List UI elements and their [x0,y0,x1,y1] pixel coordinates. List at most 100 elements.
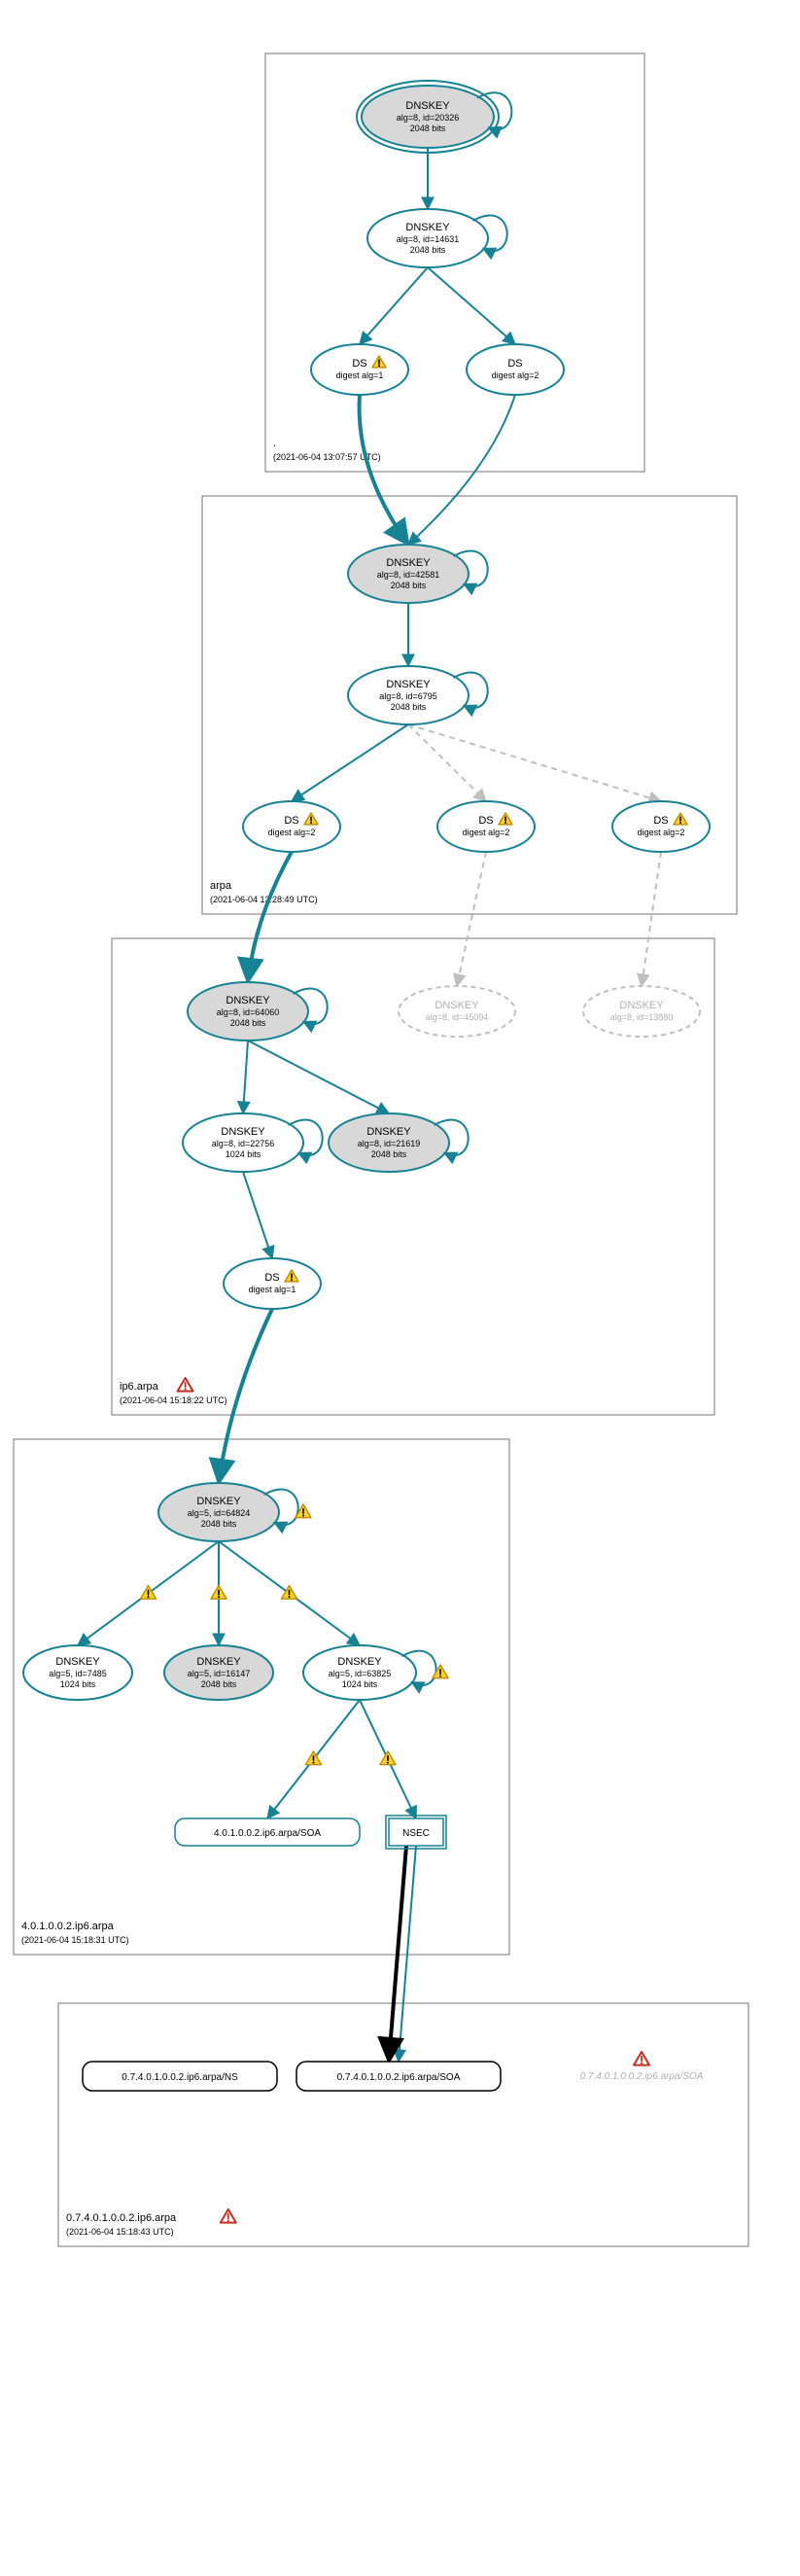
node-n9: DSdigest alg=2 [612,801,710,852]
svg-text:alg=8, id=13880: alg=8, id=13880 [610,1012,674,1022]
svg-text:2048 bits: 2048 bits [201,1679,237,1689]
rrbox-rr3: 0.7.4.0.1.0.0.2.ip6.arpa/NS [83,2062,277,2091]
svg-text:(2021-06-04 15:18:43 UTC): (2021-06-04 15:18:43 UTC) [66,2227,174,2237]
svg-text:DS: DS [264,1272,279,1284]
edge-n3-n5 [360,395,408,545]
node-n19: DNSKEYalg=5, id=638251024 bits [303,1645,448,1700]
svg-text:digest alg=2: digest alg=2 [463,828,510,837]
svg-text:2048 bits: 2048 bits [391,702,427,712]
svg-text:alg=8, id=22756: alg=8, id=22756 [212,1139,275,1148]
svg-text:DNSKEY: DNSKEY [221,1126,265,1138]
svg-text:alg=8, id=6795: alg=8, id=6795 [379,691,437,701]
edges-layer [78,148,661,2062]
edge-n6-n7 [292,724,408,801]
edge-n13-n15 [243,1172,272,1258]
node-n10: DNSKEYalg=8, id=640602048 bits [188,982,328,1041]
rrbox-rr4: 0.7.4.0.1.0.0.2.ip6.arpa/SOA [296,2062,501,2091]
svg-text:alg=8, id=21619: alg=8, id=21619 [358,1139,421,1148]
edge-n6-n8 [408,724,486,801]
edge-rr2-rr4 [389,1846,406,2062]
svg-text:1024 bits: 1024 bits [226,1149,261,1159]
node-n1: DNSKEYalg=8, id=203262048 bits [357,81,511,153]
node-n14: DNSKEYalg=8, id=216192048 bits [329,1113,469,1172]
svg-text:alg=5, id=16147: alg=5, id=16147 [188,1669,251,1678]
svg-text:alg=5, id=64824: alg=5, id=64824 [188,1508,251,1518]
svg-text:digest alg=2: digest alg=2 [492,371,539,380]
node-n12: DNSKEYalg=8, id=13880 [583,986,700,1037]
edge-n8-n11 [457,852,486,986]
svg-text:DNSKEY: DNSKEY [337,1656,382,1668]
node-n15: DSdigest alg=1 [224,1258,321,1309]
svg-text:DNSKEY: DNSKEY [386,679,431,690]
node-n3: DSdigest alg=1 [311,344,408,395]
node-n11: DNSKEYalg=8, id=45094 [399,986,515,1037]
svg-text:0.7.4.0.1.0.0.2.ip6.arpa: 0.7.4.0.1.0.0.2.ip6.arpa [66,2212,177,2224]
svg-text:arpa: arpa [210,880,232,892]
edge-n9-n12 [642,852,661,986]
svg-text:alg=8, id=42581: alg=8, id=42581 [377,570,440,580]
node-n5: DNSKEYalg=8, id=425812048 bits [348,545,488,603]
svg-text:2048 bits: 2048 bits [201,1519,237,1529]
warning-icon [282,1586,297,1600]
zone-z0740: 0.7.4.0.1.0.0.2.ip6.arpa (2021-06-04 15:1… [58,2003,748,2246]
svg-text:alg=5, id=7485: alg=5, id=7485 [49,1669,107,1678]
error-icon [634,2052,649,2065]
svg-text:DNSKEY: DNSKEY [435,1000,479,1011]
svg-text:digest alg=1: digest alg=1 [249,1285,296,1294]
edge-n2-n4 [428,267,515,344]
ghost-soa: 0.7.4.0.1.0.0.2.ip6.arpa/SOA [580,2071,704,2082]
dnssec-diagram: .(2021-06-04 13:07:57 UTC)arpa(2021-06-0… [0,0,800,2576]
svg-text:DNSKEY: DNSKEY [405,222,450,233]
svg-text:4.0.1.0.0.2.ip6.arpa/SOA: 4.0.1.0.0.2.ip6.arpa/SOA [214,1828,321,1839]
edge-n10-n14 [248,1041,389,1113]
svg-text:digest alg=2: digest alg=2 [268,828,316,837]
svg-text:1024 bits: 1024 bits [342,1679,378,1689]
svg-text:4.0.1.0.0.2.ip6.arpa: 4.0.1.0.0.2.ip6.arpa [21,1921,115,1932]
node-n2: DNSKEYalg=8, id=146312048 bits [367,209,507,267]
svg-text:0.7.4.0.1.0.0.2.ip6.arpa/NS: 0.7.4.0.1.0.0.2.ip6.arpa/NS [122,2072,238,2083]
svg-text:DS: DS [507,358,522,370]
warning-icon [380,1751,396,1765]
edge-n7-n10 [248,852,292,982]
svg-text:DS: DS [284,815,298,827]
edge-n10-n13 [243,1041,248,1113]
svg-text:NSEC: NSEC [402,1828,430,1839]
edge-n2-n3 [360,267,428,344]
svg-text:2048 bits: 2048 bits [391,581,427,590]
svg-text:alg=8, id=64060: alg=8, id=64060 [217,1007,280,1017]
svg-text:digest alg=1: digest alg=1 [336,371,384,380]
edge-rr2-rr4 [399,1846,416,2062]
rrbox-rr1: 4.0.1.0.0.2.ip6.arpa/SOA [175,1818,360,1846]
node-n7: DSdigest alg=2 [243,801,340,852]
svg-text:(2021-06-04 15:18:22 UTC): (2021-06-04 15:18:22 UTC) [120,1395,227,1405]
svg-text:2048 bits: 2048 bits [410,124,446,133]
svg-text:DNSKEY: DNSKEY [196,1496,241,1507]
node-n8: DSdigest alg=2 [437,801,535,852]
svg-text:2048 bits: 2048 bits [230,1018,266,1028]
svg-text:1024 bits: 1024 bits [60,1679,96,1689]
svg-text:DNSKEY: DNSKEY [366,1126,411,1138]
node-n18: DNSKEYalg=5, id=161472048 bits [164,1645,273,1700]
svg-text:DNSKEY: DNSKEY [226,995,270,1006]
node-n16: DNSKEYalg=5, id=648242048 bits [158,1483,311,1541]
svg-text:DS: DS [352,358,366,370]
svg-text:alg=8, id=20326: alg=8, id=20326 [397,113,460,123]
svg-text:0.7.4.0.1.0.0.2.ip6.arpa/SOA: 0.7.4.0.1.0.0.2.ip6.arpa/SOA [337,2072,461,2083]
error-icon [221,2209,236,2223]
node-n17: DNSKEYalg=5, id=74851024 bits [23,1645,132,1700]
svg-text:ip6.arpa: ip6.arpa [120,1381,159,1393]
svg-text:(2021-06-04 15:18:31 UTC): (2021-06-04 15:18:31 UTC) [21,1935,129,1945]
node-n4: DSdigest alg=2 [467,344,564,395]
svg-text:DNSKEY: DNSKEY [386,557,431,569]
svg-text:alg=5, id=63825: alg=5, id=63825 [329,1669,392,1678]
node-n6: DNSKEYalg=8, id=67952048 bits [348,666,488,724]
warning-icon [211,1586,226,1600]
svg-text:2048 bits: 2048 bits [410,245,446,255]
svg-text:(2021-06-04 13:28:49 UTC): (2021-06-04 13:28:49 UTC) [210,895,318,904]
warning-icon [141,1586,157,1600]
warning-icon [433,1665,448,1678]
svg-text:2048 bits: 2048 bits [371,1149,407,1159]
svg-text:DNSKEY: DNSKEY [619,1000,664,1011]
svg-text:DNSKEY: DNSKEY [196,1656,241,1668]
svg-text:alg=8, id=14631: alg=8, id=14631 [397,234,460,244]
